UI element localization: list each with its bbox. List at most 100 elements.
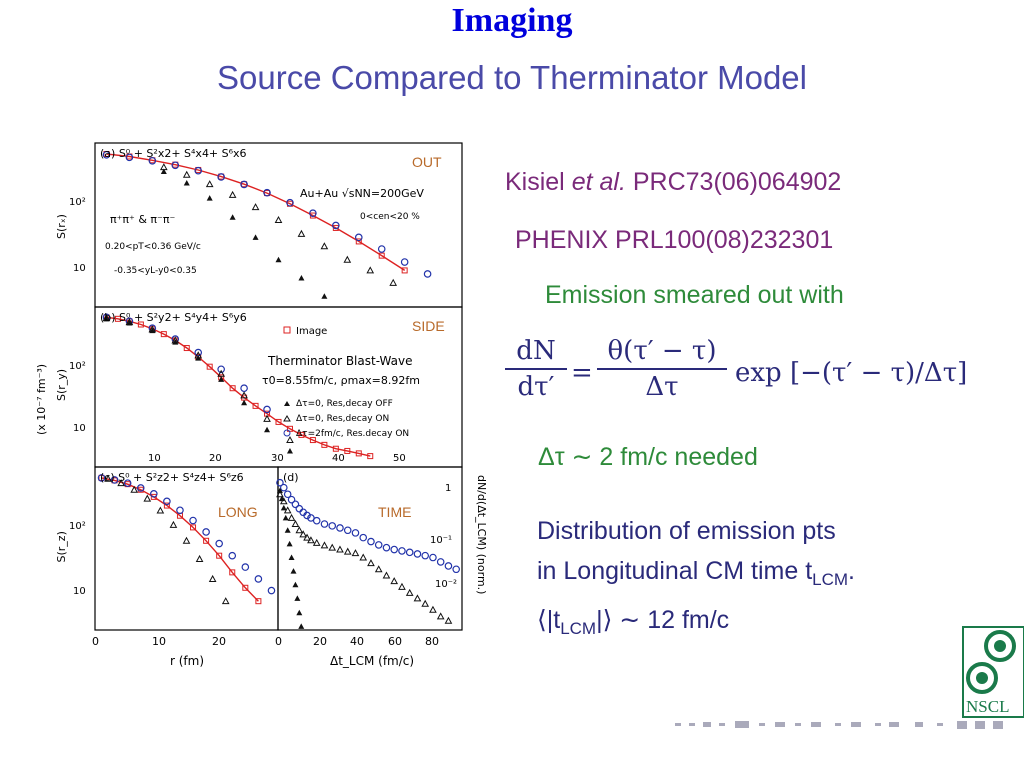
data-point <box>169 520 178 528</box>
y-tick-label-d: 1 <box>445 483 451 494</box>
data-point <box>436 558 445 566</box>
data-point <box>429 605 437 613</box>
data-point <box>413 594 422 602</box>
data-point <box>332 445 339 452</box>
panel-frame <box>94 466 279 631</box>
data-point <box>423 270 432 278</box>
data-point <box>320 541 329 549</box>
data-point <box>296 609 303 616</box>
data-point <box>255 598 262 605</box>
panel-corner-label: LONG <box>218 504 258 520</box>
data-point <box>298 623 305 629</box>
formula-rhs-numerator: θ(τ′ − τ) <box>597 336 727 370</box>
data-point <box>125 153 134 162</box>
data-point <box>309 209 317 217</box>
y-axis-unit: (x 10⁻⁷ fm⁻³) <box>35 364 48 435</box>
legend-open-triangle <box>283 415 291 422</box>
data-point <box>182 536 191 544</box>
distribution-line-2-sub: LCM <box>812 570 849 589</box>
data-point <box>240 384 248 393</box>
reference-kisiel-etal: et al. <box>571 168 626 196</box>
delta-tau-note: Δτ ∼ 2 fm/c needed <box>538 443 758 471</box>
data-point <box>286 447 293 454</box>
x-tick-label-b: 40 <box>332 453 345 464</box>
data-point <box>217 365 225 374</box>
data-point <box>280 504 287 511</box>
data-point <box>183 179 190 186</box>
data-point <box>206 195 213 201</box>
data-point <box>137 321 144 328</box>
data-point <box>309 437 316 444</box>
data-point <box>114 315 121 322</box>
data-point <box>405 588 414 596</box>
x-axis-label-d: Δt_LCM (fm/c) <box>330 654 414 668</box>
data-point <box>398 547 406 555</box>
data-point <box>303 511 311 520</box>
data-point <box>444 616 453 624</box>
data-point <box>354 233 363 242</box>
data-point <box>286 436 294 444</box>
data-point <box>104 474 112 482</box>
data-point <box>295 504 304 513</box>
data-point <box>290 568 297 574</box>
slide-subtitle: Source Compared to Therminator Model <box>216 59 807 96</box>
data-point <box>252 402 259 409</box>
legend-series-3: Δτ=2fm/c, Res.decay ON <box>296 429 409 439</box>
data-point <box>287 513 296 521</box>
distribution-line-2: in Longitudinal CM time tLCM. <box>537 555 855 596</box>
data-point <box>97 474 106 482</box>
data-point <box>117 479 125 487</box>
data-point <box>183 345 190 352</box>
series-line <box>106 316 371 457</box>
data-point <box>378 252 385 259</box>
data-point <box>263 405 271 414</box>
legend-filled-triangle <box>284 401 290 406</box>
hbt-figure: (a) S⁰ + S²x2+ S⁴x4+ S⁶x6 OUT S(rₓ) 10² 10 (b… <box>30 135 500 675</box>
panel-frame <box>277 466 463 631</box>
data-point <box>143 494 152 502</box>
data-point <box>292 581 299 588</box>
annotation-pt: 0.20<pT<0.36 GeV/c <box>105 242 201 252</box>
data-point <box>295 526 304 534</box>
data-point <box>229 385 236 392</box>
data-point <box>283 490 292 499</box>
data-point <box>321 441 328 448</box>
data-point <box>291 500 300 509</box>
data-point <box>150 493 157 500</box>
x-tick-label-b: 50 <box>393 453 406 464</box>
data-point <box>343 547 352 555</box>
data-point <box>241 563 250 571</box>
logo-text: NSCL <box>966 697 1009 716</box>
panel-label: (c) S⁰ + S²z2+ S⁴z4+ S⁶z6 <box>100 471 244 484</box>
data-point <box>359 533 368 542</box>
data-point <box>276 487 283 494</box>
data-point <box>286 540 293 547</box>
data-point <box>195 554 204 562</box>
data-point <box>274 215 283 224</box>
y-tick-label-d: 10⁻¹ <box>430 535 452 546</box>
data-point <box>228 551 237 560</box>
data-point <box>328 522 337 530</box>
x-tick-label-d: 80 <box>425 635 439 648</box>
panel-corner-label: TIME <box>378 504 411 520</box>
data-point <box>401 267 408 274</box>
data-point <box>421 599 430 607</box>
data-point <box>189 516 197 525</box>
data-point <box>208 574 217 582</box>
data-point <box>218 376 225 382</box>
data-point <box>287 495 296 504</box>
data-point <box>382 571 391 579</box>
distribution-line-1: Distribution of emission pts <box>537 517 836 545</box>
x-tick-label-b: 20 <box>209 453 222 464</box>
data-point <box>242 584 249 591</box>
figure-svg: (a) S⁰ + S²x2+ S⁴x4+ S⁶x6OUTS(rₓ)10²10(b… <box>35 142 488 668</box>
data-point <box>217 173 225 181</box>
x-tick-label-d: 20 <box>313 635 327 648</box>
data-point <box>126 320 133 326</box>
data-point <box>452 565 460 574</box>
data-point <box>429 553 437 562</box>
data-point <box>203 537 210 544</box>
data-point <box>150 489 158 498</box>
data-point <box>398 582 406 590</box>
data-point <box>276 490 284 498</box>
